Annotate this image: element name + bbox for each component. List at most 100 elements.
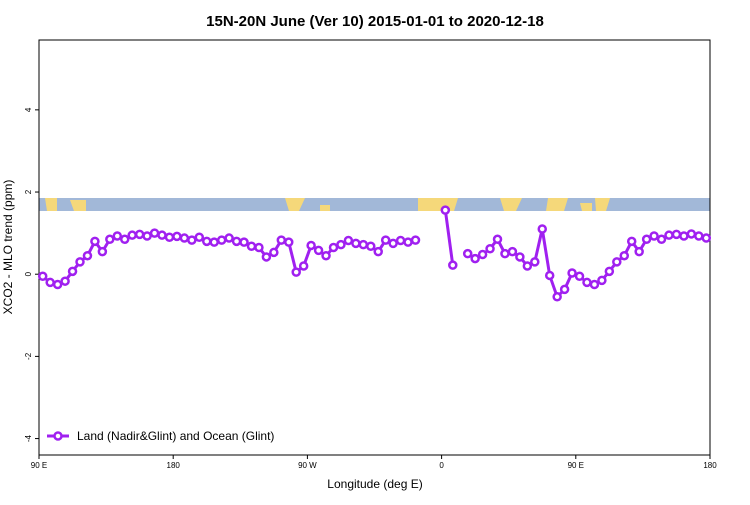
data-point [530,257,540,267]
data-point [291,267,301,277]
data-point [626,236,637,247]
data-point [574,271,585,282]
data-point [231,236,242,247]
data-point [492,234,503,245]
data-point [679,231,689,241]
data-point [656,234,667,245]
data-point [686,229,697,239]
data-point [448,260,458,270]
data-point [276,235,287,245]
data-point [403,237,413,247]
data-point [351,238,361,249]
data-point [440,205,451,215]
data-point [612,257,622,267]
data-point [172,231,182,242]
data-point [284,237,294,247]
data-point [507,246,518,257]
data-point [52,279,63,290]
data-point [97,246,108,257]
data-point [477,249,488,260]
data-point [254,242,264,253]
data-point [313,245,324,256]
chart-title: 15N-20N June (Ver 10) 2015-01-01 to 2020… [206,13,544,30]
x-tick-label: 180 [167,461,181,470]
x-tick-label: 90 W [298,461,317,470]
data-point [142,231,152,241]
data-point [671,229,682,240]
y-tick-label: -2 [24,352,33,360]
data-point [202,236,212,247]
y-tick-label: 4 [24,107,33,112]
data-point [269,247,279,258]
data-point [45,277,55,288]
data-point [649,231,659,241]
data-point [134,229,145,240]
data-point [358,239,369,250]
x-tick-label: 90 E [31,461,47,470]
data-point [410,235,421,245]
legend-marker [53,431,63,441]
data-point [567,268,577,278]
data-point [500,248,510,259]
ocean-band [39,198,710,211]
data-point [127,230,137,240]
y-axis-label: XCO2 - MLO trend (ppm) [1,180,15,315]
data-point [380,235,391,245]
data-point [589,279,600,290]
data-point [164,232,175,242]
data-point [522,261,533,271]
data-point [67,266,78,277]
data-point [105,234,115,245]
data-point [544,270,555,281]
data-point [634,246,644,257]
data-point [224,233,234,243]
data-point [112,231,123,241]
x-tick-label: 90 E [568,461,584,470]
data-point [366,241,376,252]
data-point [485,243,495,254]
data-point [664,230,674,240]
data-point [187,235,197,245]
data-point [90,236,100,247]
data-point [261,252,272,262]
x-tick-label: 180 [703,461,717,470]
data-point [552,292,562,302]
data-point [343,235,354,246]
data-point [157,230,167,240]
data-point [559,284,570,295]
data-point [462,248,473,259]
data-point [209,237,219,247]
y-tick-label: 0 [24,271,33,276]
data-point [306,240,316,251]
data-point [82,250,93,261]
data-point [328,242,339,253]
data-point [179,233,190,243]
land-patch [45,198,610,211]
data-point [619,250,630,261]
legend-label: Land (Nadir&Glint) and Ocean (Glint) [77,429,274,443]
data-point [373,246,383,257]
data-point [641,234,652,245]
map-strip [39,198,710,211]
data-point [37,271,48,282]
data-point [597,275,607,286]
data-point [321,250,331,261]
data-point [470,253,480,264]
data-point [336,239,346,250]
plot-frame [38,39,711,456]
x-axis-label: Longitude (deg E) [327,477,422,491]
data-point [388,238,398,249]
data-point [75,257,85,267]
data-point [515,252,525,262]
data-point [582,277,592,288]
data-point [701,233,712,243]
data-point [395,235,406,246]
data-point [194,232,205,242]
data-point [246,241,257,252]
data-point [149,228,160,238]
y-tick-label: -4 [24,434,33,442]
data-point [298,261,309,271]
data-point [119,234,130,245]
y-tick-label: 2 [24,189,33,194]
